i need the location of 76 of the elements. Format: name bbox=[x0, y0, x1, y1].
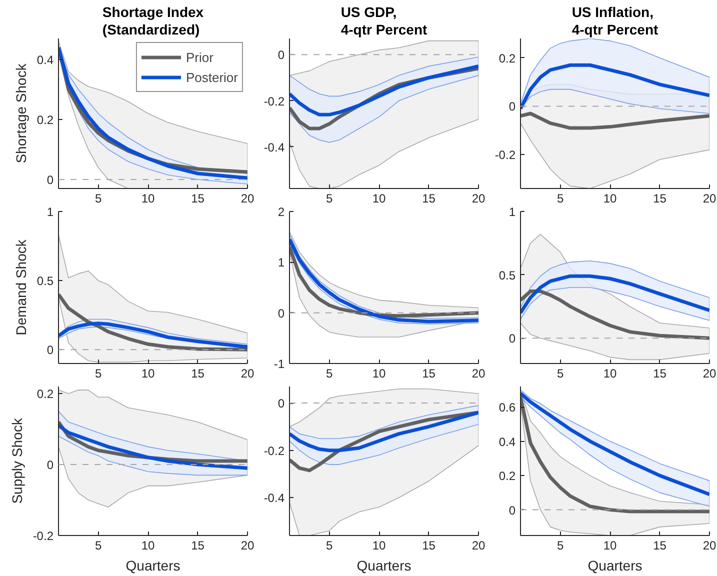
chart-title: US GDP, 4-qtr Percent bbox=[340, 4, 428, 38]
y-tick-label: 0 bbox=[508, 503, 516, 518]
y-tick-label: 0 bbox=[278, 306, 285, 320]
y-tick-label: -1 bbox=[274, 357, 285, 371]
x-tick-label: 15 bbox=[653, 366, 667, 380]
y-tick-label: 1 bbox=[46, 205, 54, 219]
x-tick-label: 5 bbox=[94, 538, 102, 552]
y-tick-label: 1 bbox=[508, 205, 516, 219]
y-tick-label: 0.2 bbox=[498, 51, 516, 66]
x-axis-title: Quarters bbox=[126, 558, 180, 574]
y-tick-label: 0 bbox=[278, 48, 285, 62]
x-tick-label: 20 bbox=[702, 538, 716, 552]
x-tick-label: 15 bbox=[653, 538, 667, 552]
x-tick-label: 10 bbox=[141, 366, 156, 380]
y-tick-label: -0.2 bbox=[264, 444, 285, 458]
y-tick-label: 0 bbox=[46, 458, 54, 472]
y-tick-label: -0.2 bbox=[264, 94, 285, 108]
y-tick-label: 0 bbox=[46, 173, 54, 187]
y-tick-label: 1 bbox=[278, 256, 285, 270]
y-tick-label: 0 bbox=[508, 332, 516, 346]
x-tick-label: 5 bbox=[556, 192, 564, 206]
x-tick-label: 10 bbox=[372, 192, 386, 206]
x-tick-label: 5 bbox=[326, 192, 333, 206]
y-tick-label: 0.4 bbox=[498, 434, 516, 449]
x-tick-label: 5 bbox=[326, 538, 333, 552]
y-tick-label: -0.4 bbox=[264, 491, 285, 506]
x-axis-title: Quarters bbox=[588, 558, 642, 574]
x-tick-label: 15 bbox=[653, 192, 667, 206]
y-tick-label: 0 bbox=[278, 396, 285, 411]
y-tick-label: -0.2 bbox=[494, 148, 516, 162]
x-tick-label: 15 bbox=[422, 538, 436, 552]
y-tick-label: 0.6 bbox=[498, 400, 516, 415]
x-tick-label: 15 bbox=[191, 538, 205, 552]
y-tick-label: 0.5 bbox=[498, 268, 516, 282]
x-tick-label: 10 bbox=[603, 538, 618, 552]
x-tick-label: 15 bbox=[191, 366, 205, 380]
y-tick-label: -0.2 bbox=[32, 529, 54, 543]
legend-label: Posterior bbox=[186, 70, 238, 84]
x-tick-label: 10 bbox=[141, 192, 156, 206]
x-tick-label: 15 bbox=[422, 366, 436, 380]
x-tick-label: 5 bbox=[556, 366, 564, 380]
y-tick-label: 0 bbox=[46, 343, 54, 358]
x-tick-label: 5 bbox=[94, 192, 102, 206]
y-tick-label: 0 bbox=[508, 100, 516, 114]
y-tick-label: 0.2 bbox=[36, 113, 54, 127]
x-tick-label: 20 bbox=[472, 192, 486, 206]
x-tick-label: 20 bbox=[472, 366, 486, 380]
x-tick-label: 20 bbox=[240, 538, 254, 552]
chart-title: Shortage Index (Standardized) bbox=[102, 4, 204, 38]
chart-title: US Inflation, 4-qtr Percent bbox=[572, 4, 659, 38]
x-tick-label: 20 bbox=[702, 192, 716, 206]
y-tick-label: 0.4 bbox=[36, 53, 54, 67]
y-axis-title: Shortage Shock bbox=[12, 62, 29, 164]
x-tick-label: 10 bbox=[141, 538, 156, 552]
x-tick-label: 5 bbox=[556, 538, 564, 552]
x-tick-label: 15 bbox=[422, 192, 436, 206]
x-tick-label: 15 bbox=[191, 192, 205, 206]
x-tick-label: 20 bbox=[240, 366, 254, 380]
x-tick-label: 10 bbox=[372, 538, 386, 552]
y-tick-label: -0.4 bbox=[264, 140, 285, 154]
x-tick-label: 10 bbox=[603, 366, 618, 380]
y-axis-title: Demand Shock bbox=[12, 238, 29, 336]
x-tick-label: 5 bbox=[94, 366, 102, 380]
x-tick-label: 20 bbox=[472, 538, 486, 552]
x-axis-title: Quarters bbox=[356, 558, 412, 574]
y-tick-label: 0.2 bbox=[36, 387, 54, 402]
legend-label: Prior bbox=[186, 50, 214, 64]
x-tick-label: 20 bbox=[240, 192, 254, 206]
y-tick-label: 2 bbox=[278, 205, 285, 219]
y-axis-title: Supply Shock bbox=[8, 417, 25, 504]
y-tick-label: 0.2 bbox=[498, 469, 516, 484]
x-tick-label: 5 bbox=[326, 366, 333, 380]
x-tick-label: 10 bbox=[372, 366, 386, 380]
x-tick-label: 20 bbox=[702, 366, 716, 380]
x-tick-label: 10 bbox=[603, 192, 618, 206]
y-tick-label: 0.5 bbox=[36, 274, 54, 288]
